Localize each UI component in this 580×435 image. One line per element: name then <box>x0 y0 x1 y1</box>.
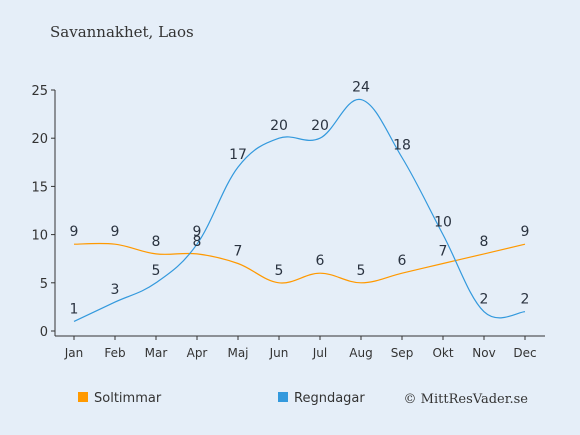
credit-text: © MittResVader.se <box>404 392 529 407</box>
x-tick-label: Maj <box>227 346 248 360</box>
x-tick-label: Jun <box>269 346 289 360</box>
data-label: 2 <box>480 292 489 308</box>
data-label: 9 <box>521 224 530 240</box>
data-label: 6 <box>316 253 325 269</box>
x-tick-label: Okt <box>432 346 453 360</box>
y-tick-label: 15 <box>31 180 48 195</box>
data-label: 9 <box>193 224 202 240</box>
x-tick-label: Nov <box>472 346 495 360</box>
series-line-regndagar <box>73 98 526 322</box>
legend-label-soltimmar: Soltimmar <box>94 391 162 406</box>
legend-label-regndagar: Regndagar <box>294 391 365 406</box>
data-label: 8 <box>480 234 489 250</box>
data-label: 6 <box>398 253 407 269</box>
data-label: 7 <box>439 244 448 260</box>
chart-title: Savannakhet, Laos <box>50 23 194 41</box>
x-tick-label: Jul <box>312 346 327 360</box>
x-tick-label: Apr <box>187 346 208 360</box>
data-label: 20 <box>270 118 288 134</box>
x-tick-label: Mar <box>145 346 168 360</box>
legend: Soltimmar Regndagar <box>78 391 365 406</box>
data-label: 5 <box>357 263 366 279</box>
data-label: 5 <box>152 263 161 279</box>
legend-swatch-soltimmar <box>78 392 88 402</box>
data-label: 17 <box>229 147 247 163</box>
data-label: 3 <box>111 282 120 298</box>
y-tick-label: 20 <box>31 132 48 147</box>
x-tick-label: Aug <box>349 346 372 360</box>
data-label: 18 <box>393 138 411 154</box>
data-label: 5 <box>275 263 284 279</box>
data-label: 24 <box>352 80 370 96</box>
data-label: 8 <box>152 234 161 250</box>
data-label: 9 <box>70 224 79 240</box>
data-label: 8 <box>193 234 202 250</box>
x-tick-label: Sep <box>391 346 414 360</box>
y-tick-label: 0 <box>40 325 48 340</box>
x-tick-label: Dec <box>513 346 536 360</box>
data-label: 2 <box>521 292 530 308</box>
legend-swatch-regndagar <box>278 392 288 402</box>
data-label: 20 <box>311 118 329 134</box>
data-label: 10 <box>434 215 452 231</box>
data-label: 1 <box>70 301 79 317</box>
series-layer <box>73 98 526 322</box>
y-tick-label: 5 <box>40 277 48 292</box>
x-tick-label: Jan <box>64 346 84 360</box>
y-tick-label: 25 <box>31 84 48 99</box>
data-label: 7 <box>234 244 243 260</box>
x-tick-label: Feb <box>104 346 125 360</box>
y-tick-label: 10 <box>31 229 48 244</box>
series-line-soltimmar <box>73 242 526 284</box>
data-label: 9 <box>111 224 120 240</box>
